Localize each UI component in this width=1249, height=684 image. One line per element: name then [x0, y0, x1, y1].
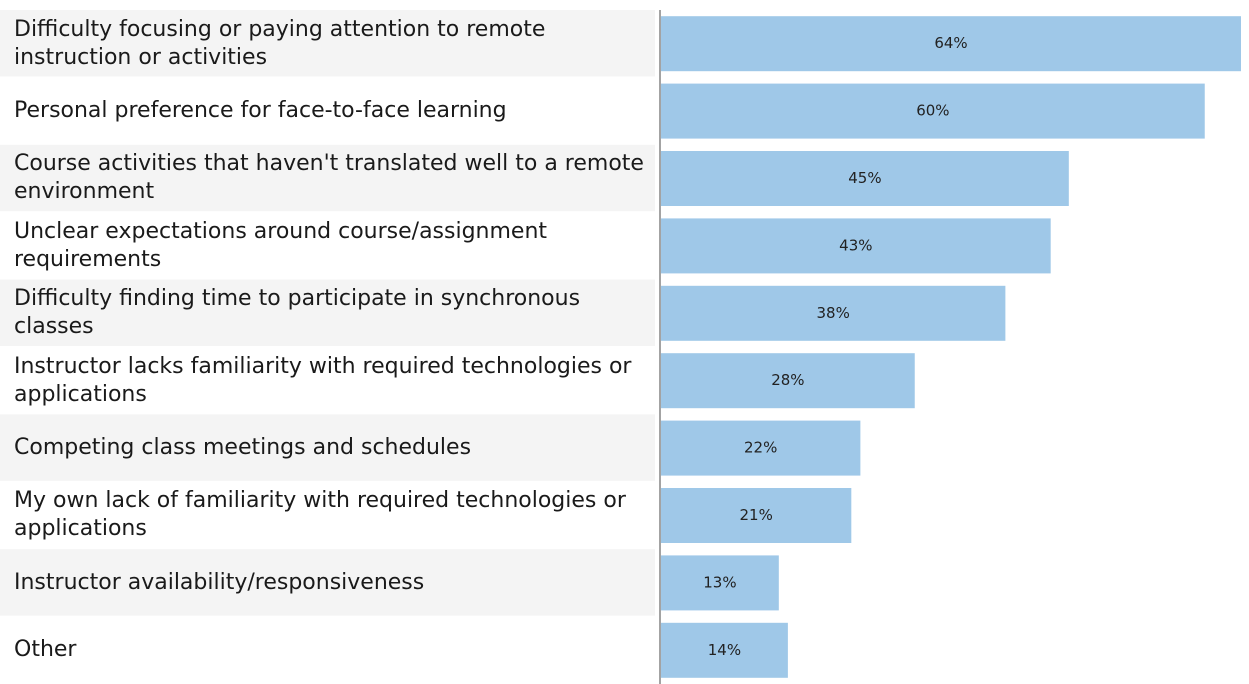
- row-band: [0, 279, 655, 346]
- value-label: 13%: [703, 573, 736, 591]
- bar: [661, 353, 915, 409]
- value-label: 38%: [817, 304, 850, 322]
- bar: [661, 83, 1205, 139]
- category-label: Instructor lacks familiarity with requir…: [14, 353, 632, 407]
- bar: [661, 420, 861, 476]
- value-label: 14%: [708, 641, 741, 659]
- category-label: Difficulty finding time to participate i…: [14, 286, 581, 340]
- row-band: [0, 414, 655, 481]
- value-label: 64%: [934, 34, 967, 52]
- category-label: Difficulty focusing or paying attention …: [14, 16, 546, 70]
- row-band: [0, 144, 655, 212]
- bar: [661, 555, 779, 611]
- bar: [661, 622, 788, 678]
- value-label: 60%: [916, 102, 949, 120]
- bar: [661, 285, 1006, 341]
- category-label: Personal preference for face-to-face lea…: [14, 98, 507, 124]
- value-label: 28%: [771, 371, 804, 389]
- category-label: Course activities that haven't translate…: [14, 151, 644, 205]
- value-label: 45%: [848, 169, 881, 187]
- value-label: 22%: [744, 439, 777, 457]
- category-label: Instructor availability/responsiveness: [14, 569, 425, 595]
- bar: [661, 16, 1241, 72]
- category-label: Unclear expectations around course/assig…: [14, 218, 548, 272]
- category-label: Competing class meetings and schedules: [14, 435, 472, 461]
- row-band: [0, 10, 655, 77]
- category-label: Other: [14, 637, 77, 663]
- bar: [661, 488, 852, 543]
- value-label: 21%: [739, 506, 772, 524]
- category-label: My own lack of familiarity with required…: [14, 488, 626, 542]
- bar: [661, 218, 1051, 274]
- row-band: [0, 549, 655, 616]
- value-label: 43%: [839, 236, 872, 254]
- bar: [661, 151, 1069, 206]
